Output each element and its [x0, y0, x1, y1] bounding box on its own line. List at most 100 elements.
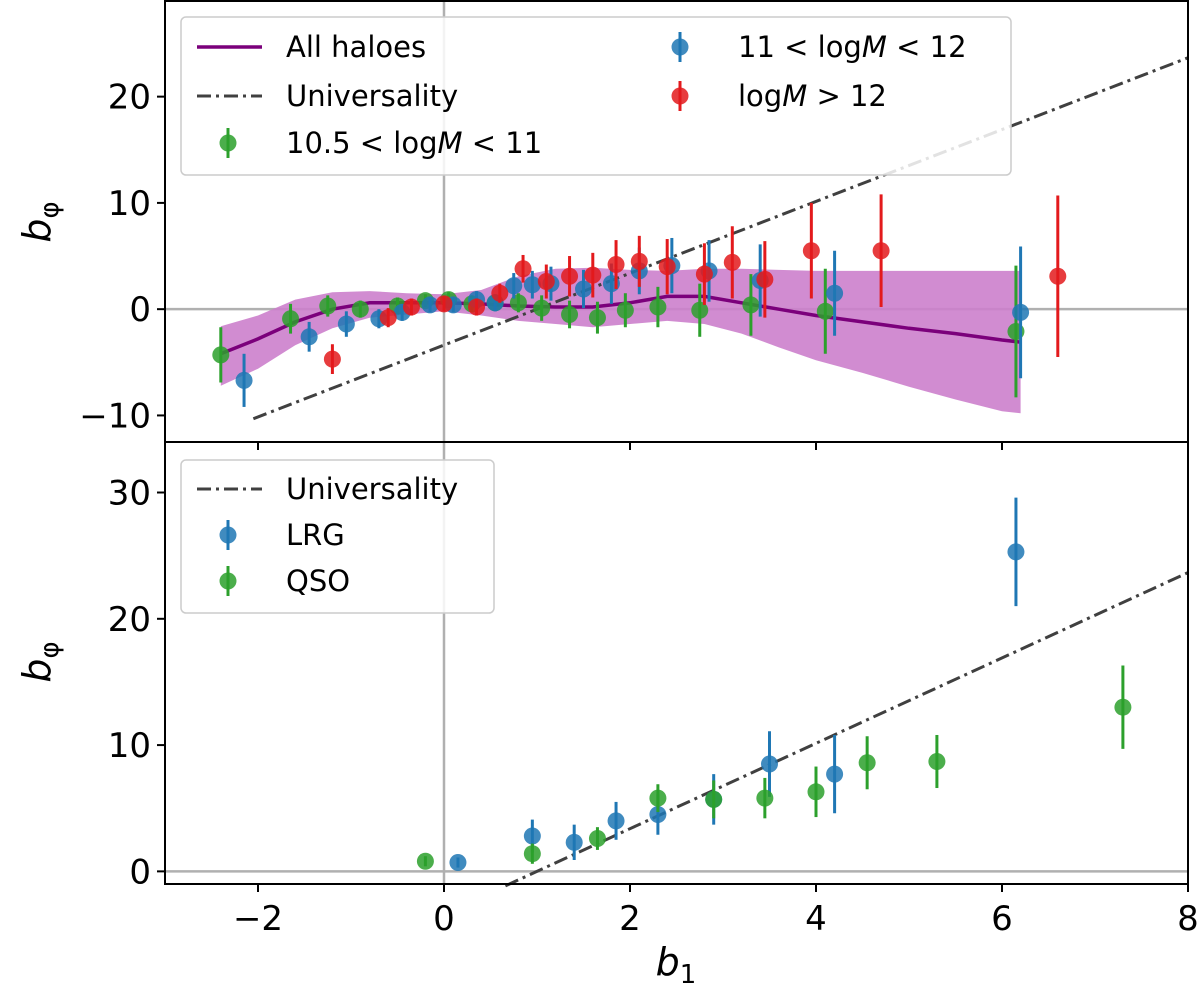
- all-haloes-band: [220, 267, 1021, 414]
- legend-low-mass-marker: [219, 134, 237, 152]
- point-logm-12: [468, 298, 486, 316]
- bottom-universality-line: [504, 571, 1189, 888]
- legend-mid-mass-marker: [671, 38, 689, 56]
- point-10-5-logm-11: [561, 305, 579, 323]
- point-logm-12: [756, 270, 774, 288]
- point-11-logm-12: [300, 328, 318, 346]
- x-tick-label: 2: [619, 899, 641, 939]
- point-logm-12: [435, 295, 453, 313]
- x-tick-label: 6: [991, 899, 1013, 939]
- x-tick-label: 8: [1177, 899, 1199, 939]
- x-tick-label: 4: [805, 899, 827, 939]
- x-tick-label: 0: [433, 899, 455, 939]
- y-tick-label: −10: [79, 396, 151, 436]
- point-11-logm-12: [235, 371, 253, 389]
- point-logm-12: [872, 242, 890, 260]
- top-y-axis-label: bφ: [15, 201, 65, 242]
- point-qso: [1114, 698, 1132, 716]
- all-haloes-curve: [220, 294, 1021, 356]
- bottom-x-ticks: −2 0 2 4 6 8: [233, 884, 1199, 939]
- y-tick-label: 20: [108, 600, 151, 640]
- point-qso: [756, 789, 774, 807]
- legend-mid-mass-label: 11 < logM < 12: [738, 30, 967, 64]
- legend-lrg-marker: [219, 526, 237, 544]
- y-tick-label: 10: [108, 184, 151, 224]
- bottom-panel-frame: [164, 441, 1189, 885]
- point-10-5-logm-11: [351, 300, 369, 318]
- point-logm-12: [584, 266, 602, 284]
- point-10-5-logm-11: [616, 301, 634, 319]
- point-logm-12: [491, 284, 509, 302]
- point-logm-12: [379, 309, 397, 327]
- universality-line: [504, 571, 1189, 888]
- all-haloes-line: [220, 294, 1021, 356]
- point-logm-12: [402, 298, 420, 316]
- point-qso: [649, 789, 667, 807]
- top-legend: All haloes Universality 10.5 < logM < 11…: [180, 16, 1012, 176]
- point-logm-12: [802, 242, 820, 260]
- bottom-y-axis-label: bφ: [15, 641, 65, 682]
- point-logm-12: [695, 265, 713, 283]
- point-lrg: [826, 765, 844, 783]
- point-lrg: [565, 833, 583, 851]
- y-tick-label: 0: [129, 290, 151, 330]
- point-11-logm-12: [575, 280, 592, 298]
- legend-qso-marker: [219, 572, 237, 590]
- legend-bottom-universality-label: Universality: [286, 472, 458, 506]
- legend-low-mass-label: 10.5 < logM < 11: [286, 126, 542, 160]
- point-logm-12: [561, 267, 579, 285]
- point-11-logm-12: [505, 277, 523, 295]
- bottom-legend-box: [180, 459, 495, 614]
- universality-line: [252, 56, 1189, 421]
- top-y-ticks: −10 0 10 20: [79, 78, 165, 436]
- point-11-logm-12: [1012, 303, 1030, 321]
- legend-qso-label: QSO: [286, 564, 350, 598]
- y-tick-label: 10: [108, 726, 151, 766]
- top-legend-box: [180, 16, 1012, 176]
- point-lrg: [1007, 543, 1025, 561]
- x-tick-label: −2: [233, 899, 283, 939]
- point-qso: [928, 753, 946, 771]
- point-lrg: [607, 812, 625, 830]
- point-lrg: [449, 854, 467, 872]
- point-10-5-logm-11: [533, 299, 551, 317]
- point-lrg: [523, 827, 541, 845]
- point-qso: [858, 754, 876, 772]
- legend-all-haloes-label: All haloes: [286, 30, 426, 64]
- point-11-logm-12: [421, 296, 439, 314]
- bottom-y-ticks: 0 10 20 30: [108, 474, 165, 892]
- point-logm-12: [658, 258, 676, 276]
- bottom-legend: Universality LRG QSO: [180, 459, 495, 614]
- legend-high-mass-label: logM > 12: [738, 79, 887, 113]
- panel-top-halo-mass-bins: −10 0 10 20 All haloes Universality 10.5 < …: [15, 0, 1189, 450]
- point-logm-12: [1049, 267, 1067, 285]
- bottom-data-points: [416, 497, 1132, 872]
- top-universality-line: [252, 56, 1189, 421]
- point-logm-12: [537, 273, 555, 291]
- point-qso: [588, 830, 606, 848]
- y-tick-label: 20: [108, 78, 151, 118]
- point-10-5-logm-11: [509, 294, 527, 312]
- point-10-5-logm-11: [742, 296, 760, 314]
- point-10-5-logm-11: [282, 310, 300, 328]
- all-haloes-confidence-band: [220, 267, 1021, 414]
- legend-universality-label: Universality: [286, 79, 458, 113]
- point-logm-12: [323, 350, 341, 368]
- point-logm-12: [607, 256, 625, 274]
- top-data-points: [212, 194, 1067, 407]
- point-11-logm-12: [523, 276, 541, 294]
- x-axis-label: b1: [656, 940, 697, 990]
- y-tick-label: 0: [129, 852, 151, 892]
- legend-high-mass-marker: [671, 87, 689, 105]
- point-10-5-logm-11: [588, 309, 606, 327]
- point-10-5-logm-11: [212, 346, 230, 364]
- point-qso: [705, 790, 723, 808]
- point-logm-12: [723, 253, 741, 271]
- top-x-ticks: [257, 442, 1189, 450]
- point-lrg: [761, 755, 778, 773]
- point-qso: [807, 783, 825, 801]
- legend-lrg-label: LRG: [286, 518, 345, 552]
- point-qso: [416, 852, 434, 870]
- point-10-5-logm-11: [816, 302, 834, 320]
